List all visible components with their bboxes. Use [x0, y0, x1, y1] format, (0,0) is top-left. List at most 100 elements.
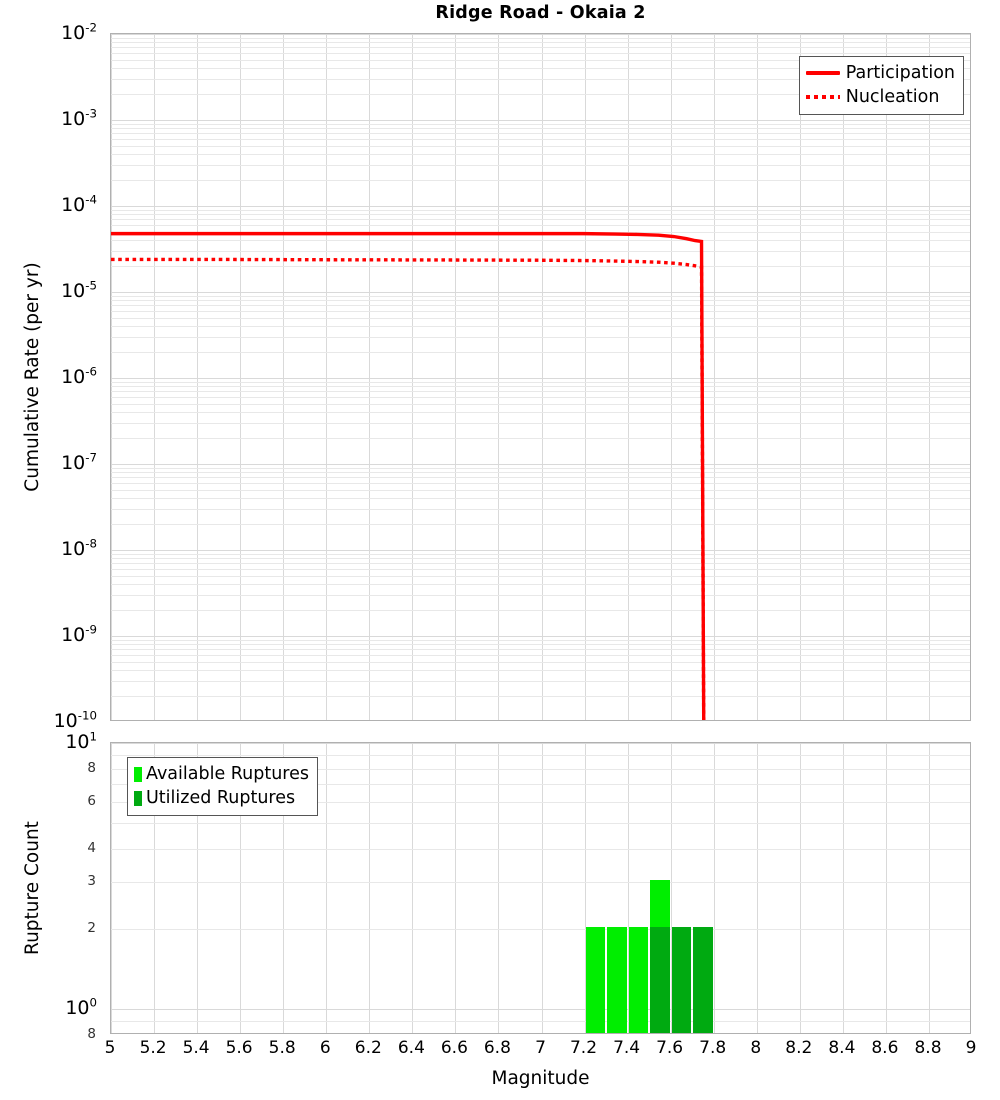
gridline-v: [799, 743, 801, 1033]
gridline-h-minor: [111, 412, 970, 414]
participation-curve: [111, 231, 706, 720]
gridline-h-minor: [111, 477, 970, 479]
gridline-h-major: [111, 34, 970, 35]
gridline-v: [627, 34, 629, 720]
gridline-h-minor: [111, 145, 970, 147]
ytick-label-minor: 8: [87, 1026, 96, 1042]
gridline-h-minor: [111, 219, 970, 221]
xtick-label: 5.8: [268, 1038, 296, 1058]
gridline-h-minor: [111, 311, 970, 313]
gridline-h-minor: [111, 610, 970, 612]
gridline-h-minor: [111, 768, 970, 770]
gridline-h-major: [111, 292, 970, 293]
gridline-h-minor: [111, 498, 970, 500]
gridline-v: [326, 34, 328, 720]
xtick-label: 7.8: [699, 1038, 727, 1058]
gridline-h-minor: [111, 848, 970, 850]
xtick-label: 9: [965, 1038, 977, 1058]
legend-label-nucleation: Nucleation: [845, 87, 940, 107]
ytick-label: 10-4: [61, 192, 97, 216]
bar-utilized-ruptures: [650, 927, 670, 1033]
gridline-h-minor: [111, 553, 970, 555]
ytick-label-minor: 8: [87, 759, 96, 776]
x-axis-label: Magnitude: [491, 1068, 590, 1089]
gridline-h-minor: [111, 133, 970, 135]
cumulative-rate-plot: Participation Nucleation: [110, 33, 971, 721]
gridline-v: [713, 34, 715, 720]
gridline-h-minor: [111, 438, 970, 440]
gridline-h-major: [111, 378, 970, 379]
gridline-v: [584, 34, 586, 720]
gridline-h-minor: [111, 802, 970, 804]
ytick-label: 100: [65, 995, 97, 1020]
rate-legend: Participation Nucleation: [798, 56, 964, 115]
gridline-h-minor: [111, 128, 970, 130]
ytick-label-minor: 2: [87, 920, 96, 937]
gridline-h-minor: [111, 180, 970, 182]
gridline-h-minor: [111, 823, 970, 825]
gridline-h-minor: [111, 317, 970, 319]
gridline-h-minor: [111, 655, 970, 657]
gridline-h-minor: [111, 1021, 970, 1023]
bar-available-ruptures: [607, 927, 627, 1033]
top-axis-label: Cumulative Rate (per yr): [22, 262, 43, 492]
xtick-label: 8.2: [785, 1038, 813, 1058]
xtick-label: 6.4: [397, 1038, 425, 1058]
gridline-v: [498, 743, 500, 1033]
xtick-label: 5: [104, 1038, 116, 1058]
gridline-h-minor: [111, 483, 970, 485]
gridline-h-minor: [111, 639, 970, 641]
gridline-h-minor: [111, 53, 970, 55]
xtick-label: 8.6: [871, 1038, 899, 1058]
gridline-h-major: [111, 1009, 970, 1011]
gridline-h-minor: [111, 575, 970, 577]
gridline-v: [197, 34, 199, 720]
xtick-label: 8.4: [828, 1038, 856, 1058]
gridline-h-minor: [111, 240, 970, 242]
gridline-h-minor: [111, 266, 970, 268]
gridline-h-major: [111, 550, 970, 551]
utilized-color-swatch: [134, 790, 142, 806]
gridline-v: [326, 743, 328, 1033]
gridline-h-minor: [111, 397, 970, 399]
gridline-h-minor: [111, 584, 970, 586]
gridline-v: [240, 34, 242, 720]
xtick-label: 8.8: [914, 1038, 942, 1058]
bar-utilized-ruptures: [693, 927, 713, 1033]
gridline-h-minor: [111, 123, 970, 125]
gridline-h-minor: [111, 209, 970, 211]
gridline-v: [455, 743, 457, 1033]
xtick-label: 7.2: [569, 1038, 598, 1058]
xtick-label: 7.4: [613, 1038, 641, 1058]
ytick-label-minor: 3: [87, 873, 96, 890]
rupture-count-plot: Available Ruptures Utilized Ruptures: [110, 742, 971, 1034]
gridline-v: [929, 34, 930, 720]
ytick-label: 10-10: [53, 708, 97, 732]
gridline-h-major: [111, 636, 970, 637]
xtick-label: 7: [535, 1038, 546, 1058]
gridline-h-minor: [111, 681, 970, 682]
gridline-h-minor: [111, 696, 970, 698]
gridline-h-minor: [111, 391, 970, 393]
gridline-v: [283, 34, 285, 720]
rate-curves: [111, 231, 706, 720]
nucleation-line-swatch: [805, 95, 840, 99]
gridline-v: [842, 34, 844, 720]
ytick-label: 10-7: [61, 450, 97, 474]
ytick-label: 10-3: [61, 106, 97, 130]
xtick-label: 6: [319, 1038, 331, 1058]
curve-layer: [111, 34, 970, 720]
gridline-h-minor: [111, 251, 970, 252]
bottom-axis-label: Rupture Count: [22, 821, 43, 955]
gridline-h-minor: [111, 305, 970, 307]
gridline-h-minor: [111, 225, 970, 227]
gridline-h-minor: [111, 558, 970, 560]
legend-item-utilized: Utilized Ruptures: [134, 786, 309, 810]
gridline-h-minor: [111, 670, 970, 672]
gridline-h-minor: [111, 214, 970, 216]
gridline-v: [412, 743, 414, 1033]
gridline-v: [541, 34, 543, 720]
grid-bottom: [111, 743, 970, 1033]
ytick-label: 10-2: [61, 20, 97, 44]
gridline-h-major: [111, 464, 970, 465]
